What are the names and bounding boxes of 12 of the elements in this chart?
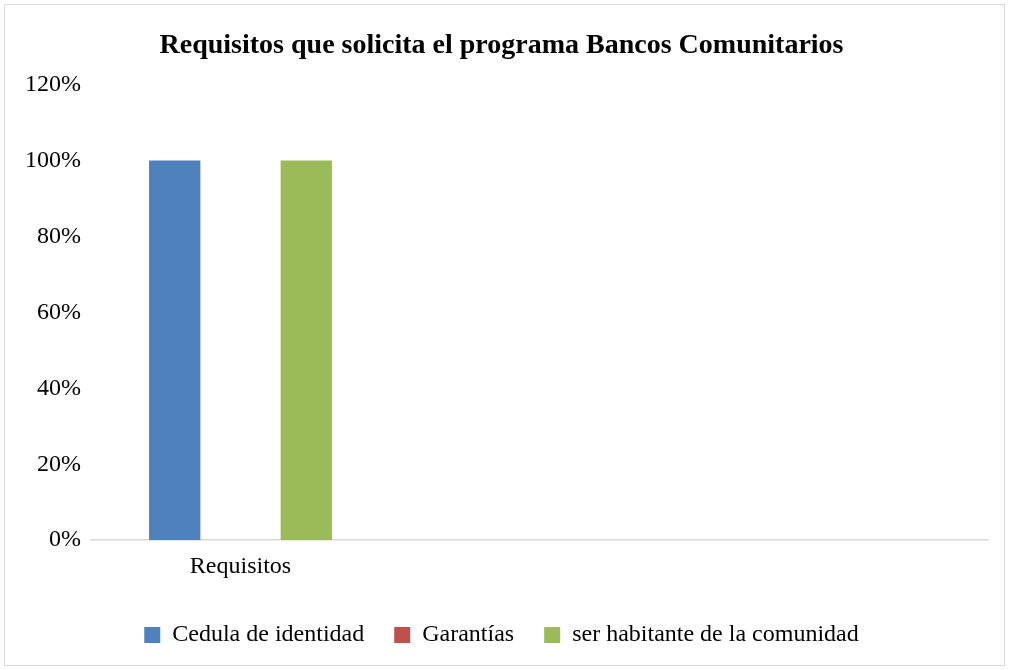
y-tick-label: 60% — [36, 297, 81, 324]
y-tick-label: 80% — [36, 221, 81, 248]
y-tick-label: 20% — [36, 449, 81, 476]
y-tick-label: 120% — [24, 69, 81, 96]
legend-label: ser habitante de la comunidad — [572, 620, 859, 647]
legend-label: Garantías — [422, 620, 515, 647]
y-tick-label: 0% — [48, 525, 81, 552]
chart-title: Requisitos que solicita el programa Bancos Comunitarios — [159, 28, 844, 60]
y-tick-label: 100% — [24, 145, 81, 172]
x-tick-label: Requisitos — [189, 551, 292, 578]
legend-label: Cedula de identidad — [172, 620, 365, 647]
y-tick-label: 40% — [36, 373, 81, 400]
